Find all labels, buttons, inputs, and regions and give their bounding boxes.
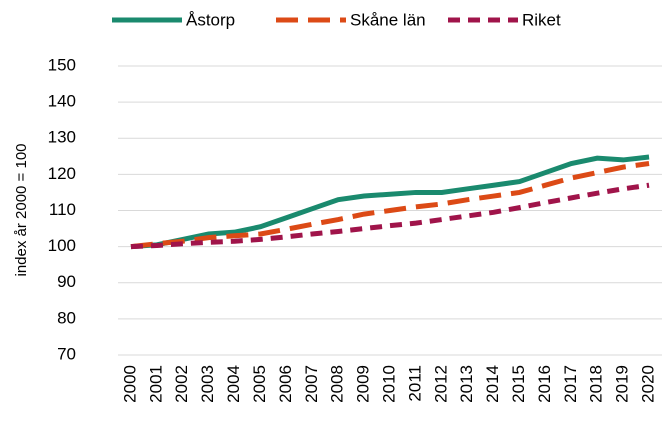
- series-line: [130, 182, 650, 250]
- x-tick-label: 2014: [483, 365, 502, 403]
- legend-label: Riket: [522, 10, 561, 29]
- x-tick-label: 2013: [457, 365, 476, 403]
- x-tick-label: 2002: [172, 365, 191, 403]
- x-tick-label: 2005: [250, 365, 269, 403]
- series-line: [130, 161, 650, 250]
- y-axis-label: index år 2000 = 100: [13, 143, 30, 276]
- y-tick-label: 120: [48, 164, 76, 183]
- x-tick-label: 2012: [431, 365, 450, 403]
- x-tick-label: 2020: [639, 365, 658, 403]
- x-tick-label: 2008: [328, 365, 347, 403]
- x-tick-label: 2007: [302, 365, 321, 403]
- y-tick-label: 100: [48, 236, 76, 255]
- y-tick-label: 70: [57, 344, 76, 363]
- y-tick-label: 80: [57, 308, 76, 327]
- x-tick-label: 2004: [224, 365, 243, 403]
- x-tick-label: 2018: [587, 365, 606, 403]
- x-tick-label: 2015: [509, 365, 528, 403]
- y-tick-label: 150: [48, 55, 76, 74]
- y-tick-label: 130: [48, 128, 76, 147]
- x-tick-label: 2006: [276, 365, 295, 403]
- x-tick-label: 2000: [120, 365, 139, 403]
- legend-label: Åstorp: [186, 10, 235, 29]
- x-tick-label: 2017: [561, 365, 580, 403]
- x-tick-label: 2003: [198, 365, 217, 403]
- x-tick-label: 2019: [613, 365, 632, 403]
- x-tick-label: 2016: [535, 365, 554, 403]
- x-tick-label: 2009: [354, 365, 373, 403]
- x-tick-label: 2010: [379, 365, 398, 403]
- legend-label: Skåne län: [350, 10, 426, 29]
- y-tick-label: 140: [48, 92, 76, 111]
- series-line: [130, 154, 650, 250]
- x-tick-label: 2011: [405, 365, 424, 402]
- y-tick-label: 110: [49, 200, 76, 219]
- y-tick-label: 90: [57, 272, 76, 291]
- x-tick-label: 2001: [146, 365, 165, 403]
